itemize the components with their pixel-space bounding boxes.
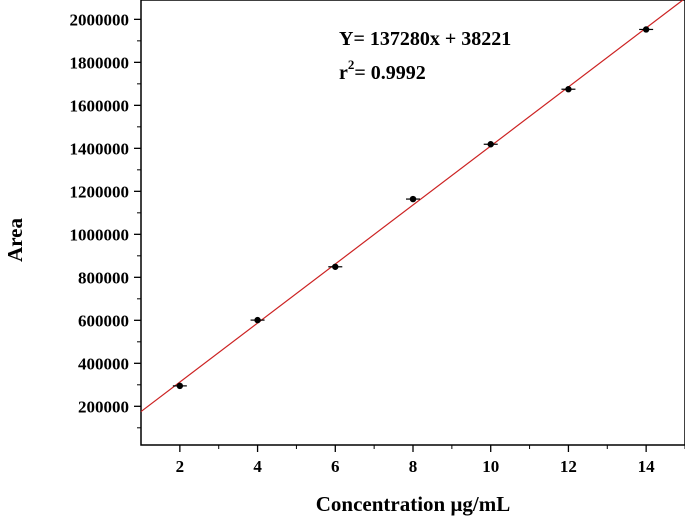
data-points [172, 26, 654, 390]
r-squared-annotation: r2= 0.9992 [339, 57, 426, 84]
y-tick-label: 2000000 [70, 10, 130, 29]
y-tick-label: 1000000 [70, 225, 130, 244]
y-axis-ticks: 200000 400000 600000 800000 1000000 1200000 14… [70, 10, 141, 429]
x-tick-label: 10 [482, 457, 499, 476]
x-tick-label: 14 [638, 457, 656, 476]
x-tick-label: 2 [176, 457, 185, 476]
x-axis-title: Concentration μg/mL [316, 492, 510, 516]
data-point [254, 316, 261, 324]
r-squared-superscript: 2 [348, 57, 355, 72]
x-tick-label: 6 [331, 457, 340, 476]
regression-equation: Y= 137280x + 38221 [339, 28, 511, 50]
r-squared-value: = 0.9992 [354, 62, 425, 84]
y-tick-label: 1800000 [70, 53, 130, 72]
x-axis-ticks: 2 4 6 8 10 12 14 [176, 445, 685, 476]
data-point [565, 86, 572, 93]
x-tick-label: 4 [253, 457, 262, 476]
data-point [332, 263, 339, 270]
data-point [487, 141, 494, 148]
data-point [642, 26, 650, 33]
regression-line [140, 0, 684, 413]
y-tick-label: 200000 [78, 397, 129, 416]
y-tick-label: 800000 [78, 268, 129, 287]
x-tick-label: 8 [409, 457, 418, 476]
y-tick-label: 400000 [78, 354, 129, 373]
data-point [409, 195, 417, 203]
r-squared-prefix: r [339, 62, 348, 84]
y-axis-title: Area [3, 218, 27, 262]
y-tick-label: 1400000 [70, 139, 130, 158]
y-tick-label: 1200000 [70, 182, 130, 201]
data-point [176, 382, 184, 390]
x-tick-label: 12 [560, 457, 577, 476]
fit-line-layer [140, 0, 684, 413]
y-tick-label: 600000 [78, 311, 129, 330]
y-tick-label: 1600000 [70, 96, 130, 115]
